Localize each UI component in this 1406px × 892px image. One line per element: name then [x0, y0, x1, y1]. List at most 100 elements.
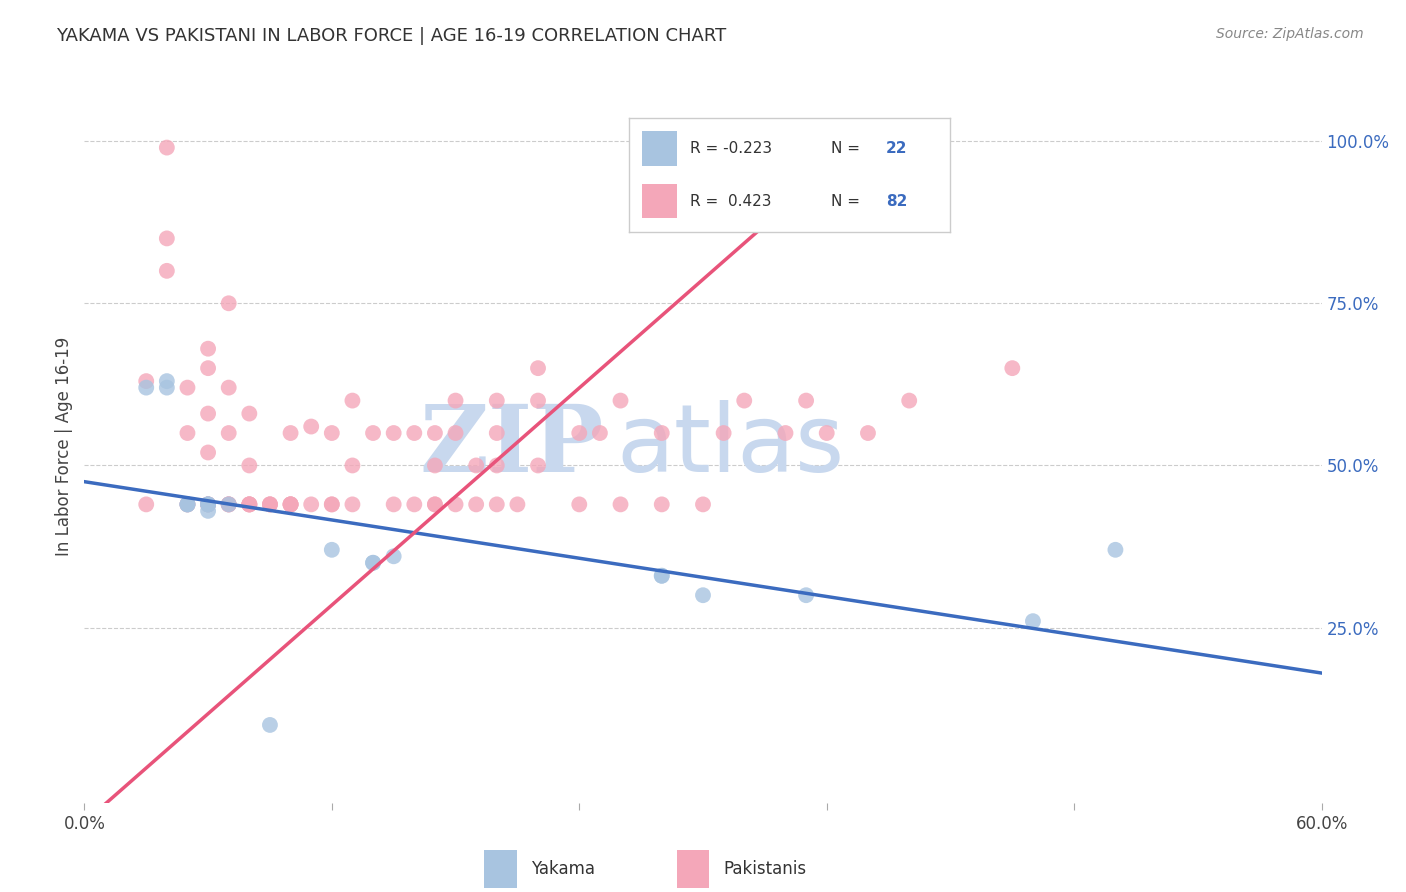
Point: [197, 497, 219, 511]
Point: [815, 425, 838, 440]
Point: [197, 497, 219, 511]
Point: [218, 497, 240, 511]
Text: atlas: atlas: [616, 400, 845, 492]
Point: [361, 425, 384, 440]
Point: [156, 140, 179, 154]
Text: Source: ZipAtlas.com: Source: ZipAtlas.com: [1216, 27, 1364, 41]
Point: [321, 497, 343, 511]
Point: [197, 407, 219, 421]
Point: [176, 381, 198, 395]
Point: [176, 497, 198, 511]
Point: [135, 497, 157, 511]
Point: [568, 497, 591, 511]
Point: [1104, 542, 1126, 557]
Point: [259, 497, 281, 511]
Point: [527, 458, 550, 473]
Point: [506, 497, 529, 511]
Point: [485, 425, 508, 440]
Point: [361, 556, 384, 570]
Point: [775, 425, 797, 440]
Point: [176, 497, 198, 511]
Point: [280, 497, 302, 511]
Point: [1001, 361, 1024, 376]
Point: [404, 425, 426, 440]
Point: [382, 425, 405, 440]
Point: [609, 497, 631, 511]
Point: [423, 458, 446, 473]
Point: [259, 497, 281, 511]
Point: [238, 497, 260, 511]
Point: [321, 542, 343, 557]
Point: [423, 497, 446, 511]
Point: [259, 497, 281, 511]
Point: [197, 445, 219, 459]
Point: [651, 568, 673, 582]
Point: [361, 556, 384, 570]
Point: [238, 497, 260, 511]
Text: ZIP: ZIP: [420, 401, 605, 491]
Point: [299, 497, 322, 511]
Point: [692, 588, 714, 602]
Point: [485, 458, 508, 473]
Point: [218, 425, 240, 440]
Point: [404, 497, 426, 511]
Point: [218, 497, 240, 511]
Point: [444, 393, 467, 408]
Point: [342, 458, 364, 473]
Point: [156, 374, 179, 388]
Point: [176, 497, 198, 511]
Point: [382, 497, 405, 511]
Point: [794, 588, 817, 602]
Point: [176, 497, 198, 511]
Point: [156, 264, 179, 278]
Point: [197, 497, 219, 511]
Point: [856, 425, 879, 440]
Point: [444, 425, 467, 440]
Point: [733, 393, 755, 408]
Point: [238, 458, 260, 473]
Point: [651, 425, 673, 440]
Point: [259, 718, 281, 732]
Point: [589, 425, 612, 440]
Point: [218, 381, 240, 395]
Point: [794, 393, 817, 408]
Point: [342, 393, 364, 408]
Point: [568, 425, 591, 440]
Point: [423, 497, 446, 511]
Point: [197, 497, 219, 511]
Point: [238, 407, 260, 421]
Point: [176, 497, 198, 511]
Point: [485, 393, 508, 408]
Point: [135, 381, 157, 395]
Point: [238, 497, 260, 511]
Point: [176, 425, 198, 440]
Point: [135, 374, 157, 388]
Point: [444, 497, 467, 511]
Point: [218, 296, 240, 310]
Point: [423, 425, 446, 440]
Point: [321, 425, 343, 440]
Point: [651, 497, 673, 511]
Point: [465, 497, 488, 511]
Point: [299, 419, 322, 434]
Point: [197, 361, 219, 376]
Point: [692, 497, 714, 511]
Point: [197, 342, 219, 356]
Point: [485, 497, 508, 511]
Point: [238, 497, 260, 511]
Point: [156, 381, 179, 395]
Point: [527, 361, 550, 376]
Point: [280, 497, 302, 511]
Point: [280, 497, 302, 511]
Point: [1022, 614, 1045, 628]
Point: [197, 497, 219, 511]
Point: [651, 568, 673, 582]
Point: [898, 393, 921, 408]
Point: [527, 393, 550, 408]
Point: [382, 549, 405, 564]
Point: [609, 393, 631, 408]
Point: [280, 425, 302, 440]
Point: [197, 497, 219, 511]
Point: [280, 497, 302, 511]
Point: [218, 497, 240, 511]
